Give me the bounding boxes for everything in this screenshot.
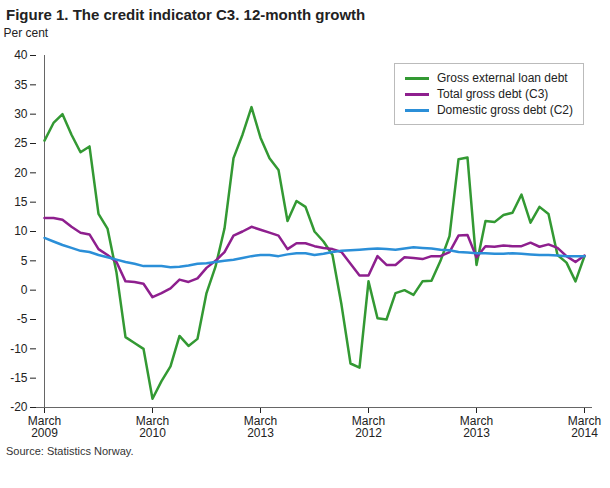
svg-text:25: 25: [14, 136, 28, 150]
svg-text:March2013: March2013: [244, 414, 277, 440]
svg-text:-15: -15: [10, 371, 28, 385]
svg-text:March2013: March2013: [460, 414, 493, 440]
svg-text:March2009: March2009: [28, 414, 61, 440]
svg-text:30: 30: [14, 107, 28, 121]
svg-text:Per cent: Per cent: [4, 26, 49, 40]
svg-text:40: 40: [14, 48, 28, 62]
html-text:Figure 1. The credit indicator: Figure 1. The credit indicator C3. 12-mo…: [6, 6, 366, 23]
html-text:Domestic gross debt (C2): Domestic gross debt (C2): [437, 103, 573, 117]
svg-text:35: 35: [14, 78, 28, 92]
svg-text:10: 10: [14, 224, 28, 238]
svg-text:-20: -20: [10, 400, 28, 414]
html-text:Gross external loan debt: Gross external loan debt: [437, 71, 568, 85]
html-text:Source: Statistics Norway.: Source: Statistics Norway.: [6, 445, 134, 457]
svg-text:0: 0: [21, 283, 28, 297]
svg-text:20: 20: [14, 166, 28, 180]
svg-text:March2012: March2012: [352, 414, 385, 440]
svg-text:March2010: March2010: [136, 414, 169, 440]
svg-text:15: 15: [14, 195, 28, 209]
svg-text:5: 5: [21, 254, 28, 268]
svg-text:-10: -10: [10, 342, 28, 356]
svg-text:March2014: March2014: [568, 414, 601, 440]
svg-text:-5: -5: [17, 312, 28, 326]
html-text:Total gross debt (C3): Total gross debt (C3): [437, 87, 549, 101]
